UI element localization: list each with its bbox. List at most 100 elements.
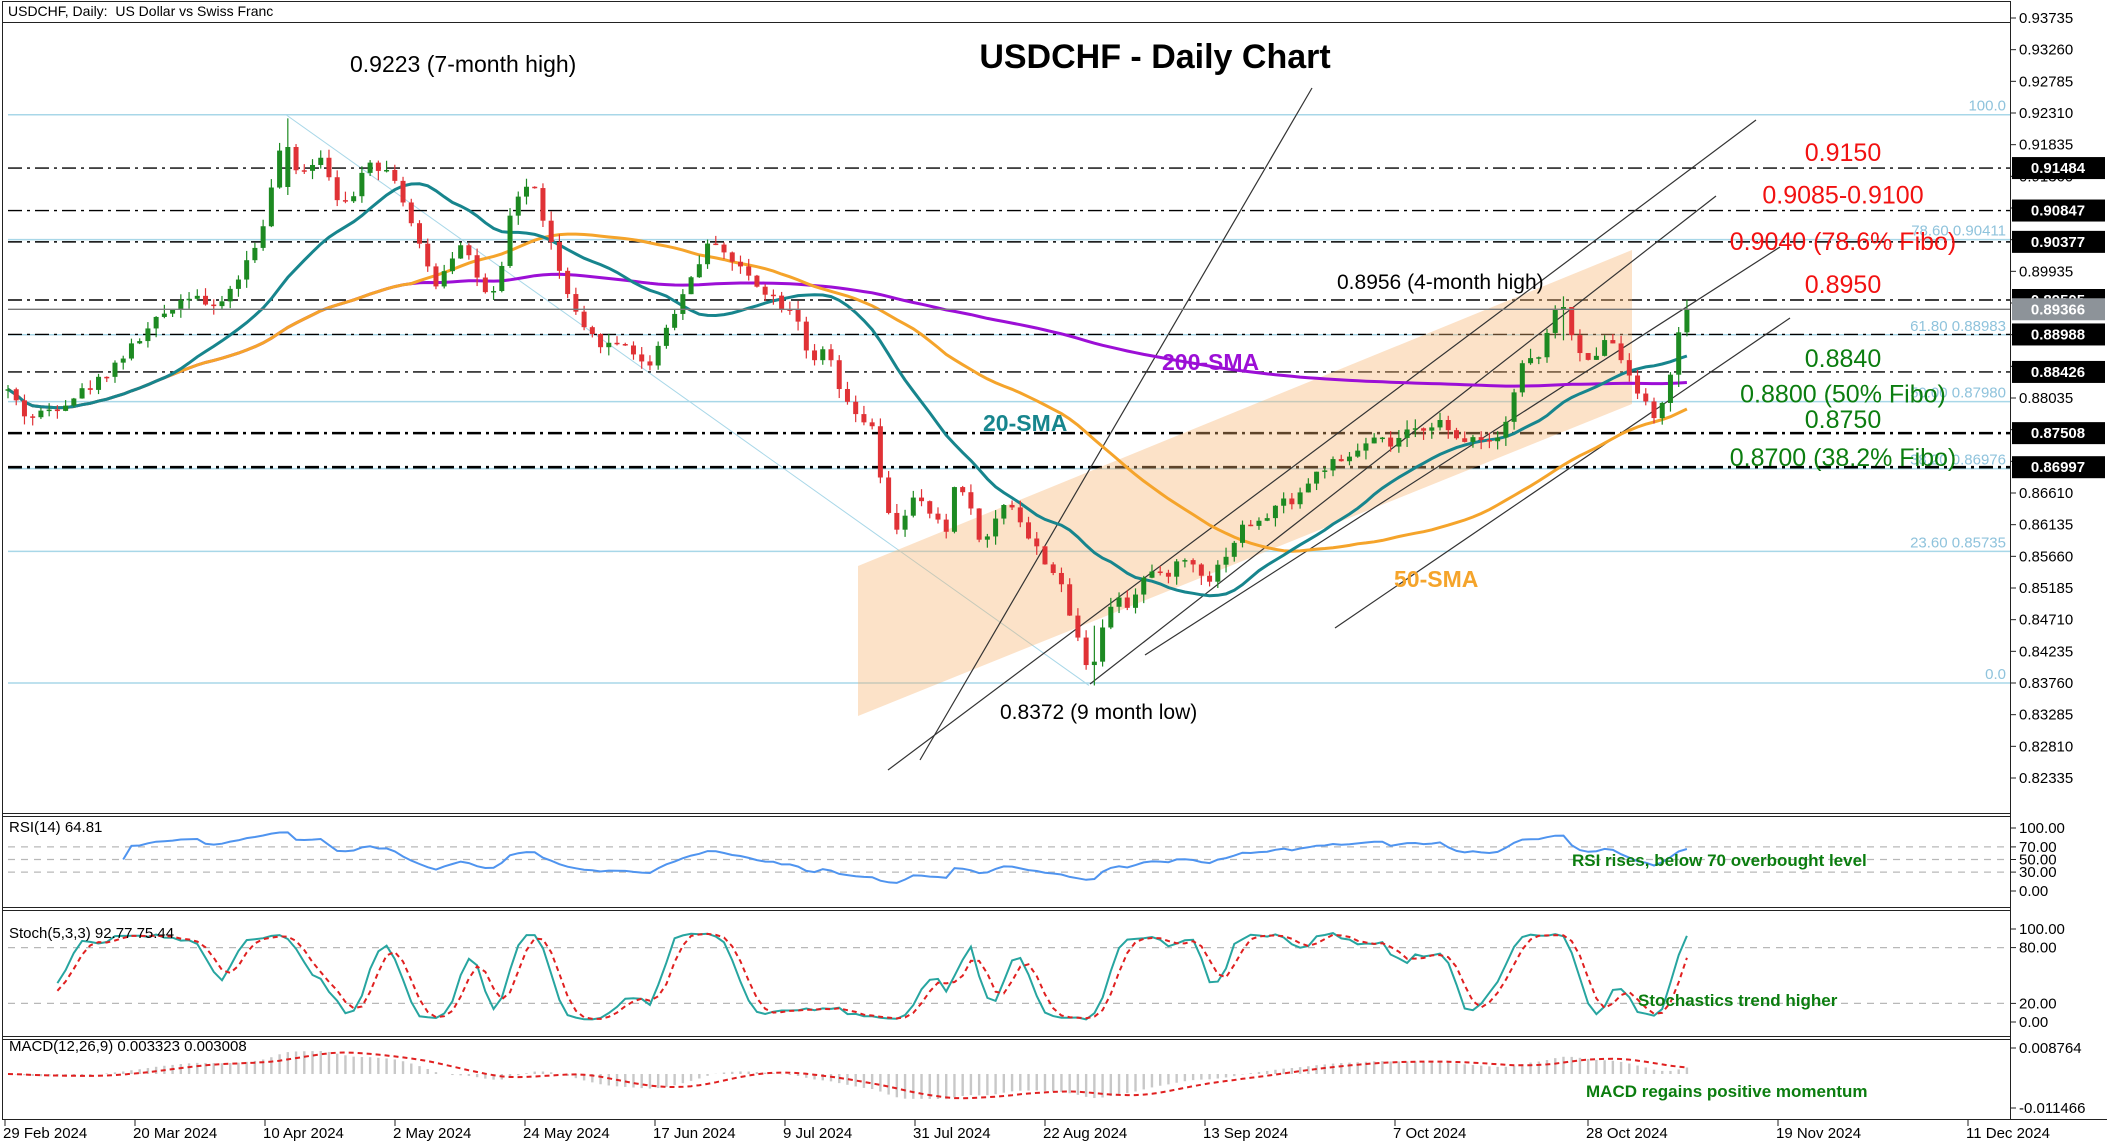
svg-text:22 Aug 2024: 22 Aug 2024 — [1043, 1125, 1127, 1142]
svg-text:0.84710: 0.84710 — [2019, 612, 2073, 629]
svg-text:0.86610: 0.86610 — [2019, 485, 2073, 502]
sr-level-lines — [8, 167, 2010, 469]
svg-text:0.85660: 0.85660 — [2019, 548, 2073, 565]
svg-text:0.8800 (50% Fibo): 0.8800 (50% Fibo) — [1740, 381, 1946, 409]
svg-text:70.00: 70.00 — [2019, 839, 2057, 856]
svg-text:28 Oct 2024: 28 Oct 2024 — [1586, 1125, 1668, 1142]
price-axis: 0.937350.932600.927850.923100.918350.913… — [2010, 10, 2073, 787]
svg-text:0.90847: 0.90847 — [2031, 203, 2085, 220]
svg-text:-0.011466: -0.011466 — [2019, 1100, 2085, 1117]
svg-text:0.84235: 0.84235 — [2019, 643, 2073, 660]
stoch-scale: 100.00 80.00 20.00 0.00 — [2010, 921, 2065, 1031]
panel-frames — [2, 1, 2107, 1120]
stoch-lines — [56, 932, 1688, 1021]
stoch-gridlines — [8, 946, 2010, 1005]
price-badge: 0.88426 — [2012, 360, 2105, 383]
svg-text:0.89935: 0.89935 — [2019, 263, 2073, 280]
svg-text:0.8750: 0.8750 — [1805, 406, 1881, 434]
svg-text:30.00: 30.00 — [2019, 864, 2057, 881]
svg-text:50.00 0.87980: 50.00 0.87980 — [1910, 385, 2006, 402]
svg-text:0.9150: 0.9150 — [1805, 139, 1881, 167]
level-labels: 0.9150 0.9085-0.9100 0.9040 (78.6% Fibo) 0.… — [1730, 139, 1957, 472]
svg-text:0.8840: 0.8840 — [1805, 345, 1881, 373]
svg-text:0.83760: 0.83760 — [2019, 675, 2073, 692]
svg-text:38.20 0.86976: 38.20 0.86976 — [1910, 452, 2006, 469]
svg-text:0.008764: 0.008764 — [2019, 1040, 2082, 1057]
price-badge: 0.90377 — [2012, 230, 2105, 253]
macd-signal-line — [7, 1051, 1687, 1100]
svg-text:13 Sep 2024: 13 Sep 2024 — [1203, 1125, 1288, 1142]
window-title: USDCHF, Daily: US Dollar vs Swiss Franc — [8, 3, 274, 19]
svg-text:50.00: 50.00 — [2019, 852, 2057, 869]
svg-text:0.8700 (38.2% Fibo): 0.8700 (38.2% Fibo) — [1730, 444, 1957, 472]
svg-text:0.86997: 0.86997 — [2031, 459, 2085, 476]
rsi-gridlines — [8, 846, 2010, 873]
svg-text:100.00: 100.00 — [2019, 820, 2065, 837]
svg-text:0.88426: 0.88426 — [2031, 364, 2085, 381]
svg-text:0.83285: 0.83285 — [2019, 707, 2073, 724]
svg-text:23.60 0.85735: 23.60 0.85735 — [1910, 534, 2006, 551]
current-price-badge: 0.89366 — [2012, 298, 2105, 321]
chart-title: USDCHF - Daily Chart — [979, 38, 1331, 76]
svg-text:20 Mar 2024: 20 Mar 2024 — [133, 1125, 217, 1142]
price-badge: 0.87508 — [2012, 422, 2105, 445]
svg-text:2 May 2024: 2 May 2024 — [393, 1125, 471, 1142]
svg-text:100.0: 100.0 — [1968, 98, 2006, 115]
svg-text:0.82335: 0.82335 — [2019, 770, 2073, 787]
macd-params-label: MACD(12,26,9) 0.003323 0.003008 — [9, 1038, 247, 1055]
fibonacci-retracement: 100.0 78.60 0.90411 61.80 0.88983 50.00 0.8… — [8, 98, 2010, 686]
svg-text:0.00: 0.00 — [2019, 883, 2048, 900]
price-badge: 0.86997 — [2012, 456, 2105, 479]
svg-text:0.8950: 0.8950 — [1805, 271, 1881, 299]
sma20-label: 20-SMA — [983, 410, 1068, 436]
svg-text:9 Jul 2024: 9 Jul 2024 — [783, 1125, 852, 1142]
svg-text:0.92785: 0.92785 — [2019, 73, 2073, 90]
annotation-nine-month-low: 0.8372 (9 month low) — [1000, 701, 1198, 724]
svg-text:0.90377: 0.90377 — [2031, 234, 2085, 251]
svg-text:80.00: 80.00 — [2019, 940, 2057, 957]
svg-text:0.87508: 0.87508 — [2031, 425, 2085, 442]
svg-text:100.00: 100.00 — [2019, 921, 2065, 938]
rsi-params-label: RSI(14) 64.81 — [9, 819, 103, 836]
svg-text:17 Jun 2024: 17 Jun 2024 — [653, 1125, 736, 1142]
svg-text:78.60 0.90411: 78.60 0.90411 — [1911, 223, 2006, 240]
candles-layer[interactable] — [5, 118, 1690, 686]
svg-text:31 Jul 2024: 31 Jul 2024 — [913, 1125, 991, 1142]
svg-text:0.82810: 0.82810 — [2019, 738, 2073, 755]
svg-text:0.89366: 0.89366 — [2031, 301, 2085, 318]
svg-text:0.88035: 0.88035 — [2019, 390, 2073, 407]
stoch-params-label: Stoch(5,3,3) 92.77 75.44 — [9, 925, 175, 942]
svg-text:0.88988: 0.88988 — [2031, 326, 2085, 343]
macd-histogram — [15, 1051, 1689, 1100]
svg-text:0.91835: 0.91835 — [2019, 137, 2073, 154]
svg-text:0.9040 (78.6% Fibo): 0.9040 (78.6% Fibo) — [1730, 228, 1957, 256]
annotation-four-month-high: 0.8956 (4-month high) — [1337, 271, 1544, 294]
svg-text:0.91484: 0.91484 — [2031, 160, 2086, 177]
svg-text:0.93260: 0.93260 — [2019, 42, 2073, 59]
price-badge: 0.91484 — [2012, 157, 2105, 180]
stoch-annotation: Stochastics trend higher — [1638, 991, 1838, 1010]
svg-text:0.93735: 0.93735 — [2019, 10, 2073, 27]
price-badge: 0.88988 — [2012, 323, 2105, 346]
annotation-seven-month-high: 0.9223 (7-month high) — [350, 51, 577, 77]
svg-text:19 Nov 2024: 19 Nov 2024 — [1776, 1125, 1861, 1142]
svg-text:24 May 2024: 24 May 2024 — [523, 1125, 610, 1142]
svg-text:10 Apr 2024: 10 Apr 2024 — [263, 1125, 344, 1142]
rsi-annotation: RSI rises, below 70 overbought level — [1572, 851, 1867, 870]
svg-text:0.9085-0.9100: 0.9085-0.9100 — [1762, 182, 1923, 210]
svg-text:7 Oct 2024: 7 Oct 2024 — [1393, 1125, 1466, 1142]
macd-scale: 0.008764 -0.011466 — [2010, 1040, 2085, 1117]
sma-lines — [7, 182, 1688, 598]
date-axis: 29 Feb 2024 20 Mar 2024 10 Apr 2024 2 May 2… — [3, 1120, 2050, 1142]
svg-text:61.80 0.88983: 61.80 0.88983 — [1910, 318, 2006, 335]
svg-text:20.00: 20.00 — [2019, 995, 2057, 1012]
price-badge: 0.90847 — [2012, 199, 2105, 222]
svg-text:11 Dec 2024: 11 Dec 2024 — [1966, 1125, 2050, 1142]
sma50-label: 50-SMA — [1394, 566, 1479, 592]
svg-text:0.85185: 0.85185 — [2019, 580, 2073, 597]
sma200-label: 200-SMA — [1162, 349, 1260, 375]
svg-text:0.92310: 0.92310 — [2019, 105, 2073, 122]
